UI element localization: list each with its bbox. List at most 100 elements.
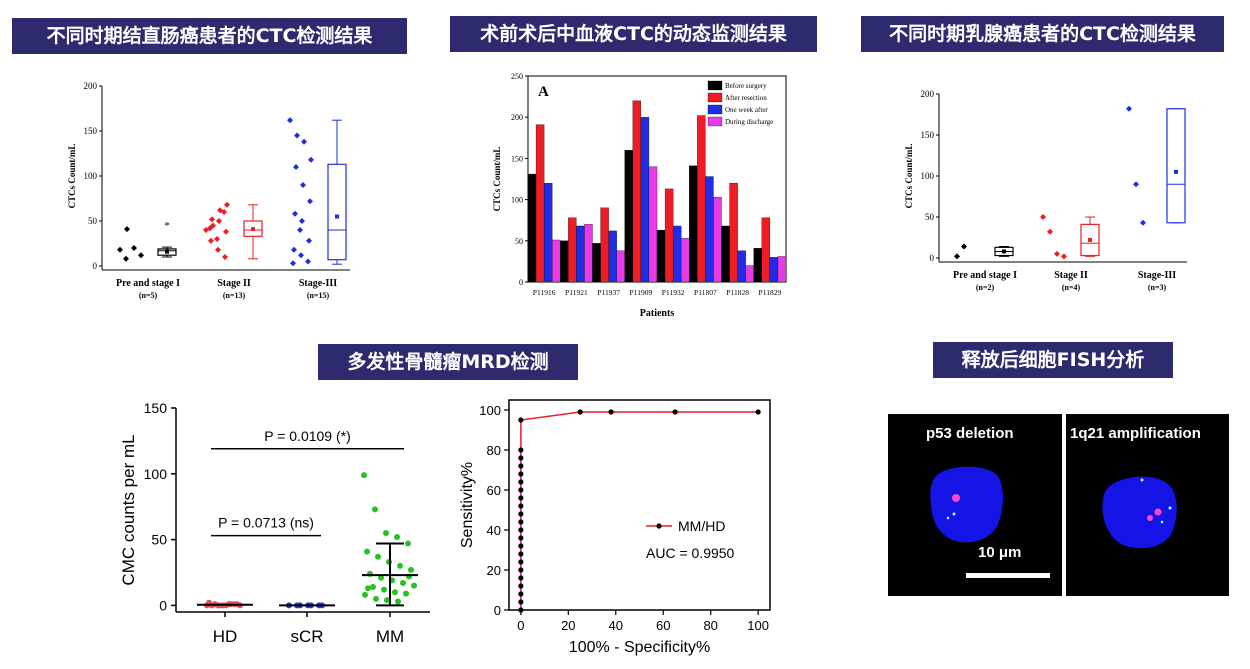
category-label: P11909 (630, 288, 653, 297)
bar (761, 217, 771, 283)
x-tick-label: 60 (656, 618, 670, 633)
banner-dynamic: 术前术后中血液CTC的动态监测结果 (450, 16, 817, 52)
mean-marker (165, 249, 169, 254)
y-tick-label: 200 (84, 81, 98, 91)
fish-signal-green (1140, 478, 1144, 482)
p-value-label: P = 0.0109 (*) (264, 428, 351, 444)
bar (616, 250, 625, 283)
legend-swatch (707, 104, 723, 115)
x-tick-label: 20 (561, 618, 575, 633)
roc-point (518, 543, 524, 549)
group-n: (n=15) (307, 291, 330, 300)
box (1166, 108, 1186, 224)
fish-panel-1q21: 1q21 amplification (1066, 414, 1229, 596)
group-label: Stage-III (1138, 270, 1176, 281)
data-point (961, 243, 967, 250)
y-axis-label: CMC counts per mL (119, 434, 138, 585)
data-point (384, 597, 390, 604)
legend-label: MM/HD (678, 518, 725, 534)
y-tick-label: 0 (494, 603, 501, 618)
y-tick-label: 0 (93, 261, 98, 271)
banner-crc: 不同时期结直肠癌患者的CTC检测结果 (12, 18, 407, 54)
bar (745, 265, 754, 283)
data-point (301, 138, 307, 145)
y-tick-label: 50 (151, 532, 167, 548)
data-point (214, 236, 220, 242)
fish-signal-red (1154, 508, 1162, 516)
data-point (221, 209, 227, 215)
category-label: P11916 (533, 288, 556, 297)
legend-marker (656, 523, 662, 529)
y-axis-label: CTCs Count/mL (492, 147, 502, 212)
data-point (378, 574, 384, 581)
data-point (131, 245, 137, 251)
y-tick-label: 20 (487, 563, 501, 578)
y-tick-label: 60 (487, 483, 501, 498)
fish-signal-green (1160, 520, 1164, 524)
bar (656, 229, 666, 283)
x-axis-label: 100% - Specificity% (569, 639, 710, 656)
group-label: Stage II (217, 278, 251, 289)
y-tick-label: 150 (144, 400, 168, 416)
fish-signal-red (1147, 515, 1153, 521)
bar (697, 115, 706, 283)
data-point (392, 589, 398, 596)
data-point (300, 182, 306, 188)
data-point (307, 198, 313, 205)
bar (535, 124, 545, 283)
legend-swatch (707, 80, 723, 91)
bar (648, 166, 658, 283)
bar (753, 248, 762, 283)
data-point (1140, 219, 1146, 226)
roc-point (518, 495, 524, 501)
fish-label-1q21: 1q21 amplification (1070, 425, 1201, 442)
x-tick-label: 0 (517, 618, 524, 633)
bar (737, 250, 746, 283)
data-point (117, 246, 123, 253)
bar (624, 150, 633, 283)
roc-curve (520, 411, 759, 610)
bar (769, 257, 779, 283)
bar (664, 188, 674, 283)
roc-chart: 0 20 40 60 80 100 0 20 40 60 80 100 Sensitivity% 100%… (459, 399, 771, 656)
data-point (1126, 105, 1132, 112)
roc-point (518, 607, 524, 613)
data-point (306, 237, 312, 244)
roc-point (518, 479, 524, 485)
roc-point (518, 599, 524, 605)
roc-point (518, 575, 524, 581)
data-point (362, 591, 368, 598)
fish-nucleus (1102, 476, 1177, 549)
p-value-label: P = 0.0713 (ns) (218, 515, 314, 531)
y-tick-label: 200 (511, 113, 523, 122)
group-label: MM (376, 627, 404, 646)
data-point (1040, 214, 1046, 220)
data-point (223, 228, 229, 235)
data-point (299, 218, 305, 224)
y-tick-label: 250 (511, 72, 523, 81)
data-point (293, 164, 299, 170)
bar (600, 207, 609, 283)
y-axis-label: Sensitivity% (459, 462, 476, 548)
data-point (383, 530, 389, 537)
roc-point (518, 591, 524, 597)
bar (584, 224, 593, 283)
roc-point (518, 567, 524, 573)
group-n: (n=5) (139, 291, 158, 300)
data-point (954, 253, 960, 260)
y-tick-label: 50 (515, 237, 523, 246)
data-point (124, 226, 130, 233)
data-point (1047, 228, 1053, 235)
data-point (375, 553, 381, 560)
scale-bar (966, 573, 1050, 578)
banner-breast: 不同时期乳腺癌患者的CTC检测结果 (861, 16, 1224, 52)
data-point (411, 582, 417, 589)
data-point (1133, 181, 1139, 188)
category-label: P11921 (565, 288, 588, 297)
data-point (308, 156, 314, 163)
roc-point (518, 463, 524, 469)
data-point (394, 533, 400, 540)
bar (527, 173, 537, 283)
group-n: (n=3) (1148, 283, 1167, 292)
group-n: (n=4) (1062, 283, 1081, 292)
